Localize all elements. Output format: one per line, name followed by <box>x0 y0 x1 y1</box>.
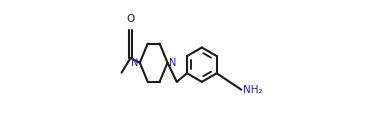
Text: N: N <box>169 58 176 68</box>
Text: O: O <box>126 14 135 24</box>
Text: NH₂: NH₂ <box>243 85 262 95</box>
Text: N: N <box>131 58 139 68</box>
